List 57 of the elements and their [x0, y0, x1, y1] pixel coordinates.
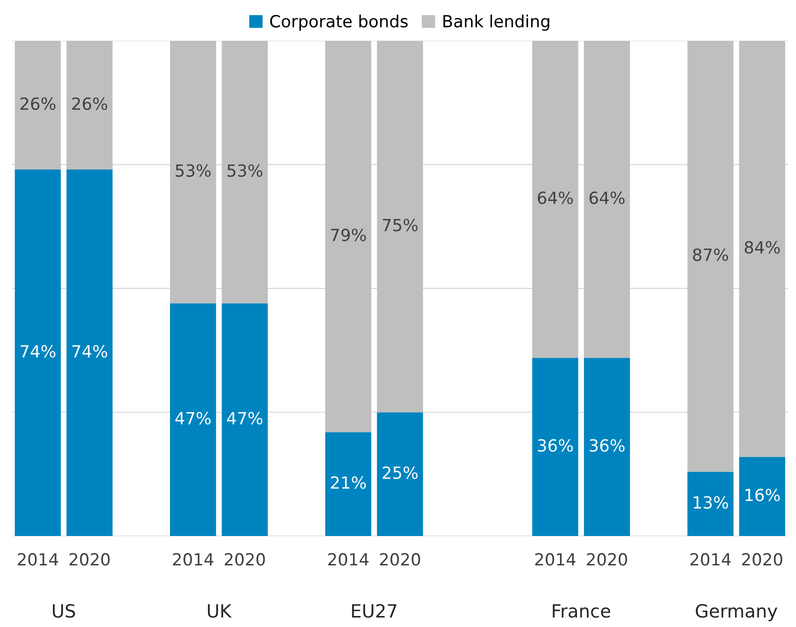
data-label: 53% — [228, 164, 262, 177]
bar — [222, 303, 268, 536]
bar — [66, 40, 113, 170]
bar — [687, 472, 734, 536]
x-tick-label: 2020 — [742, 553, 782, 566]
x-tick-label: 2014 — [18, 553, 58, 566]
text: France — [552, 604, 610, 618]
text: UK — [208, 604, 232, 618]
bar — [532, 358, 578, 536]
data-label: 79% — [331, 228, 366, 242]
data-label: 25% — [382, 466, 418, 480]
bar — [584, 358, 630, 536]
data-label: 13% — [694, 496, 728, 509]
x-tick-label: 2020 — [586, 553, 628, 566]
data-label: 26% — [20, 97, 56, 110]
data-label: 36% — [590, 439, 625, 452]
bar — [532, 40, 578, 358]
data-label: 21% — [330, 476, 366, 489]
bar — [66, 170, 113, 536]
x-tick-label: 2014 — [690, 553, 731, 566]
bar — [376, 40, 424, 412]
text: Germany — [696, 604, 778, 622]
x-tick-label: 2020 — [70, 553, 110, 566]
data-label: 84% — [744, 241, 780, 254]
text: US — [52, 604, 76, 618]
bar — [739, 456, 786, 536]
data-label: 87% — [693, 248, 728, 262]
x-tick-label: 2014 — [328, 553, 369, 566]
bar — [739, 40, 786, 457]
data-label: 16% — [745, 488, 780, 502]
bar — [170, 303, 216, 536]
legend-label: Bank lending — [443, 14, 550, 31]
data-label: 74% — [72, 345, 108, 358]
x-tick-label: 2020 — [380, 553, 420, 566]
bar — [14, 40, 61, 170]
legend-label: Corporate bonds — [270, 14, 408, 31]
x-tick-label: 2020 — [224, 553, 265, 566]
bar — [325, 40, 372, 432]
text: EU27 — [352, 604, 396, 618]
bar — [687, 40, 734, 472]
x-tick-label: 2014 — [173, 553, 214, 566]
data-label: 75% — [382, 218, 418, 232]
data-label: 53% — [176, 164, 211, 177]
x-tick-label: 2014 — [535, 553, 576, 566]
bar — [14, 170, 61, 536]
data-label: 64% — [538, 191, 573, 204]
bar — [376, 412, 424, 536]
data-label: 64% — [590, 191, 625, 204]
data-label: 36% — [538, 439, 573, 452]
bar — [170, 40, 216, 304]
bar — [584, 40, 630, 358]
data-label: 47% — [175, 412, 211, 425]
bar — [325, 432, 372, 536]
bar — [222, 40, 268, 304]
data-label: 26% — [72, 97, 108, 110]
data-label: 47% — [227, 412, 262, 425]
data-label: 74% — [20, 345, 56, 358]
